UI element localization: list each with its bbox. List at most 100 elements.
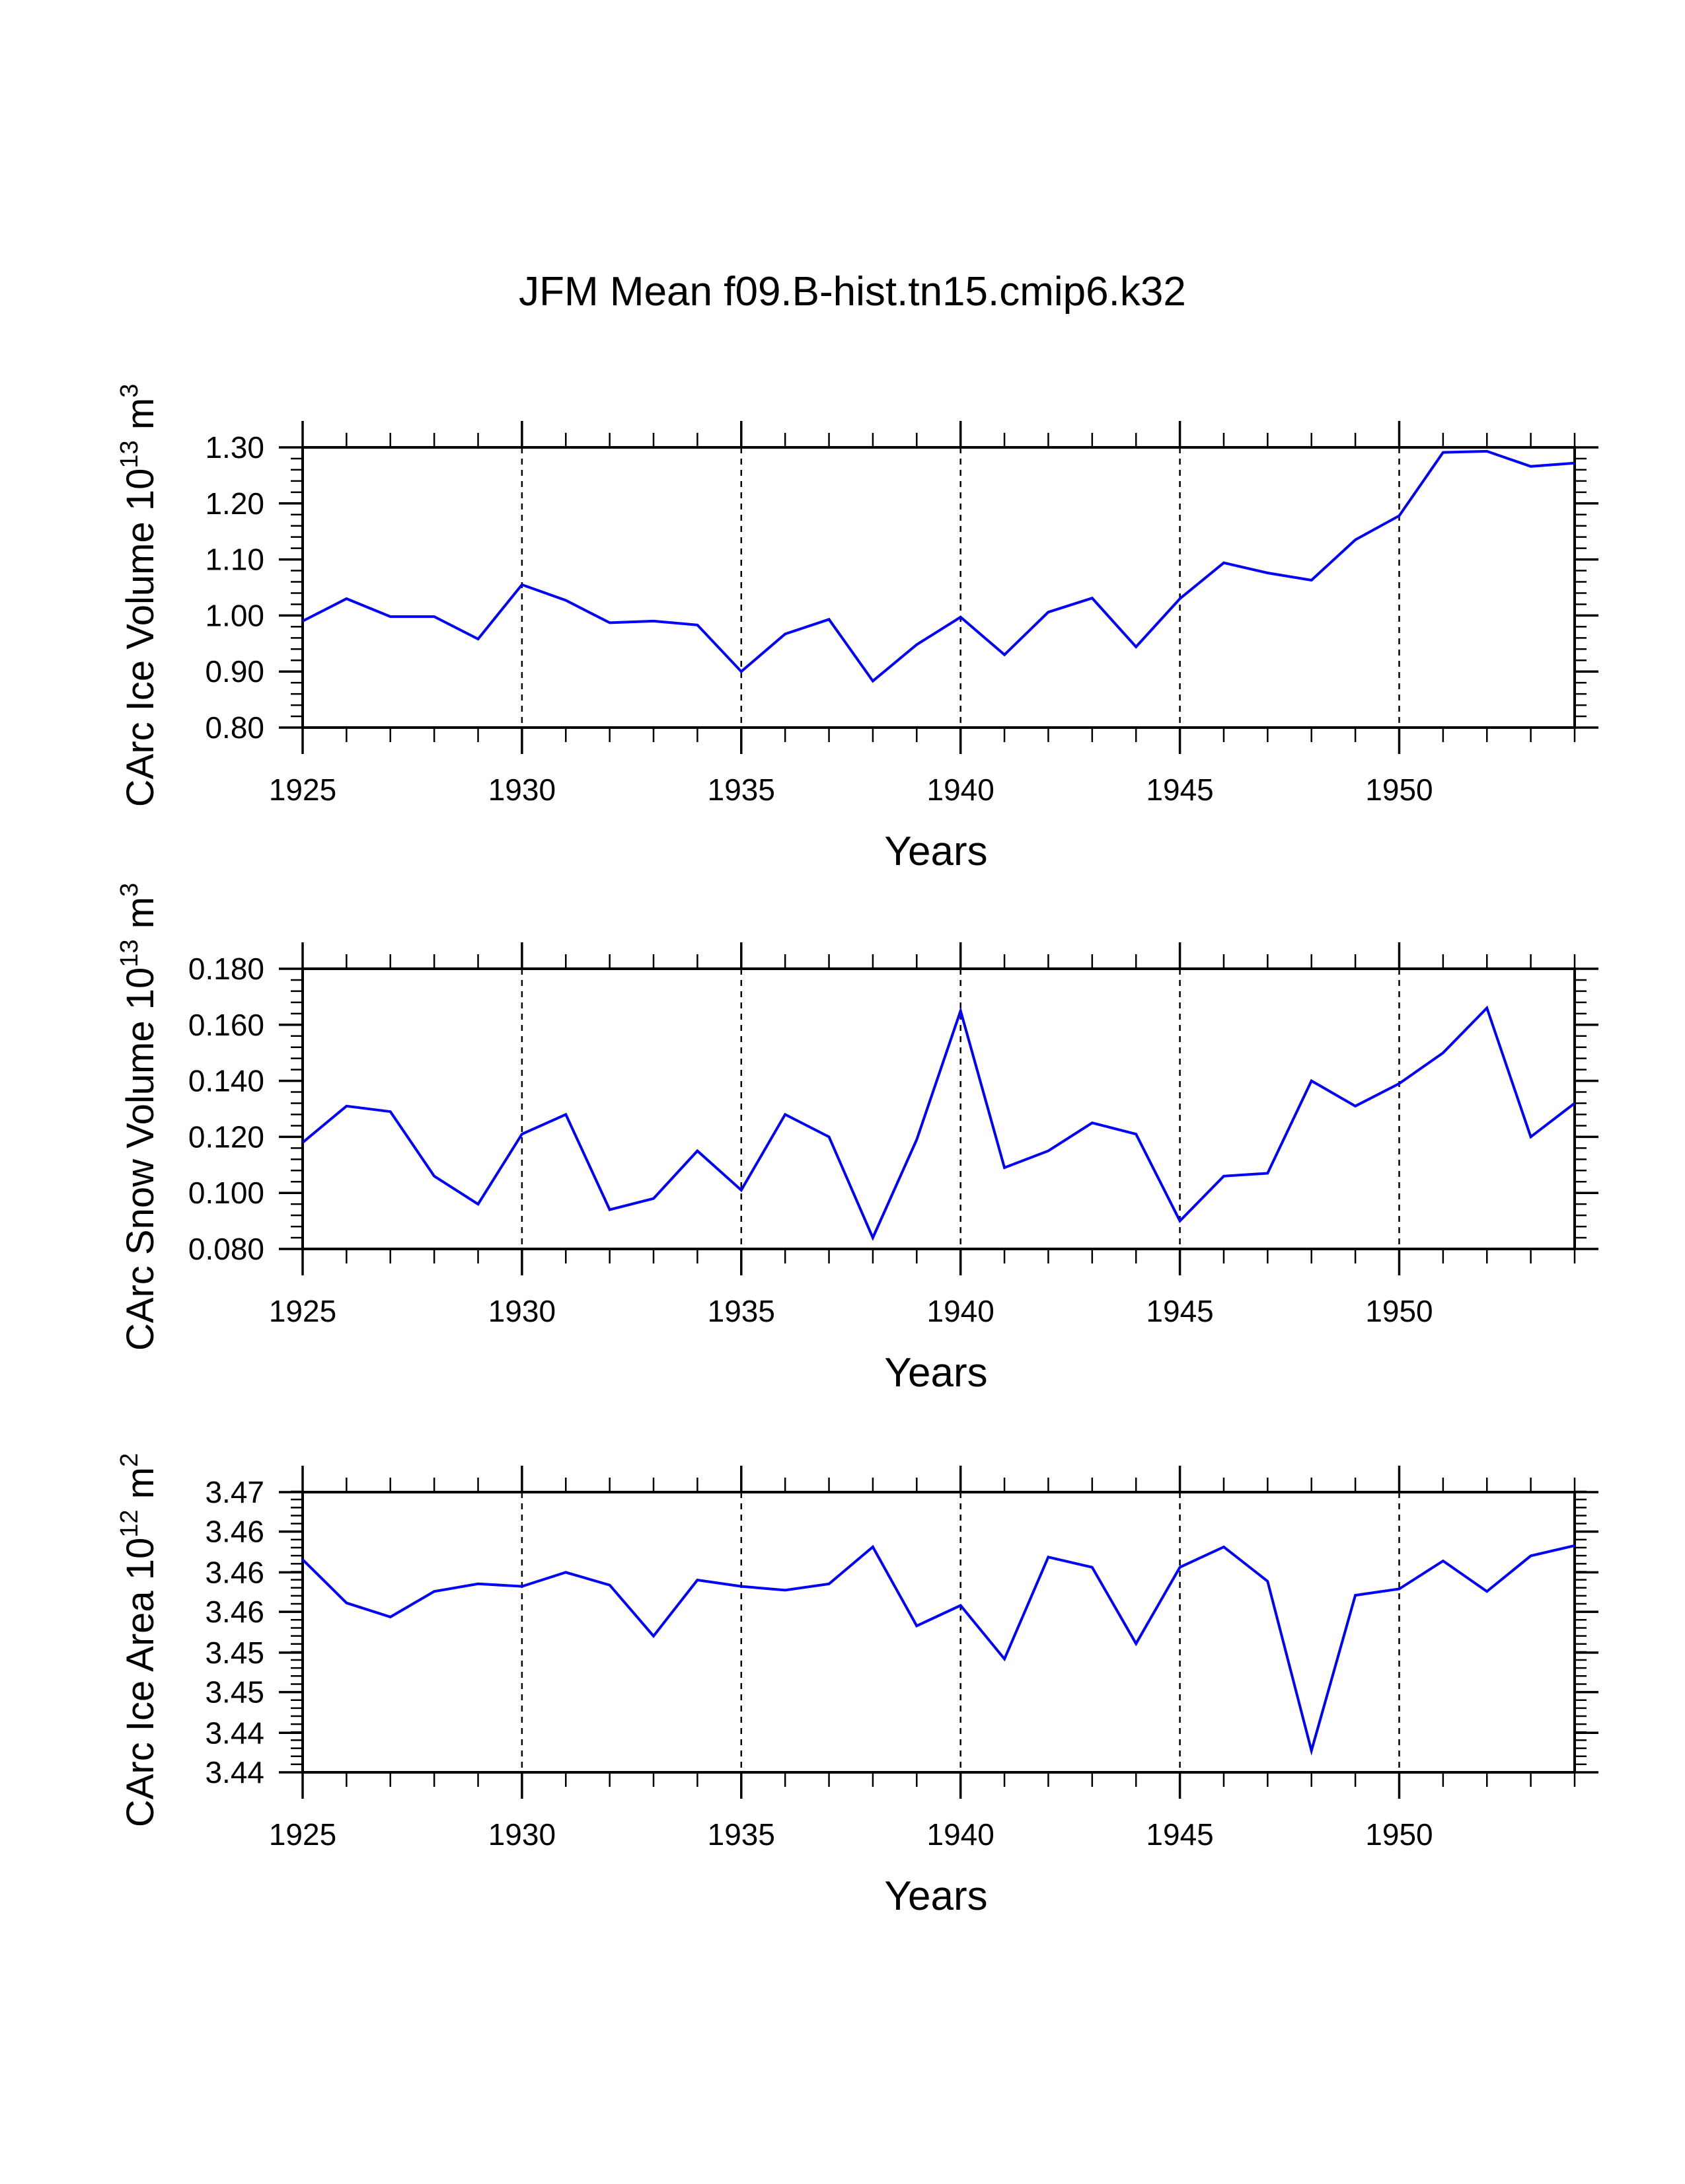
y-axis-title-unit-exponent: 3: [116, 883, 143, 897]
data-point-1952: [1485, 450, 1488, 453]
y-axis-title: CArc Ice Area 1012 m2: [116, 1453, 162, 1827]
data-point-1941: [1003, 1166, 1006, 1169]
data-point-1954: [1573, 462, 1576, 465]
data-point-1934: [696, 1579, 698, 1581]
data-point-1937: [828, 1583, 831, 1585]
data-point-1942: [1047, 1556, 1049, 1558]
y-axis-title-unit-exponent: 3: [116, 384, 143, 398]
x-tick-label: 1950: [1365, 1817, 1433, 1852]
y-tick-label: 3.44: [205, 1715, 264, 1750]
data-point-1931: [564, 599, 567, 602]
y-tick-label: 0.140: [188, 1064, 264, 1098]
data-point-1946: [1222, 562, 1225, 564]
data-point-1947: [1266, 1580, 1269, 1583]
data-point-1934: [696, 1150, 698, 1152]
data-point-1931: [564, 1113, 567, 1115]
y-tick-label: 1.30: [205, 430, 264, 465]
plot-frame: [301, 1491, 1576, 1774]
data-point-1929: [477, 638, 480, 640]
data-point-1940: [959, 1604, 962, 1607]
data-point-1944: [1135, 1133, 1137, 1135]
data-point-1930: [521, 584, 523, 586]
data-point-1940: [959, 1010, 962, 1012]
data-point-1935: [740, 1585, 743, 1588]
y-tick-label: 0.100: [188, 1176, 264, 1210]
data-point-1947: [1266, 1172, 1269, 1175]
x-tick-label: 1950: [1365, 772, 1433, 807]
data-point-1953: [1530, 1135, 1532, 1138]
data-point-1944: [1135, 646, 1137, 648]
data-point-1933: [652, 1635, 655, 1638]
data-point-1943: [1091, 597, 1094, 599]
data-point-1950: [1398, 514, 1400, 517]
chart-panel-3: 1925 1930 1935 1940 1945 1950 3.44 3.44 3.45 3.45…: [116, 1453, 1598, 1919]
data-point-1933: [652, 1197, 655, 1200]
chart-panel-1: 1925 1930 1935 1940 1945 1950 0.80 0.90 1.00 1.10…: [116, 384, 1598, 874]
x-tick-label: 1930: [488, 1817, 556, 1852]
y-tick-label: 3.44: [205, 1755, 264, 1789]
y-tick-label: 1.20: [205, 486, 264, 521]
data-point-1948: [1310, 1080, 1313, 1082]
x-tick-label: 1945: [1146, 1817, 1213, 1852]
data-point-1925: [301, 620, 304, 622]
data-point-1938: [872, 1236, 874, 1239]
data-point-1943: [1091, 1121, 1094, 1124]
y-tick-label: 0.80: [205, 710, 264, 745]
data-point-1928: [433, 1175, 435, 1178]
y-tick-label: 3.46: [205, 1595, 264, 1629]
data-point-1937: [828, 1135, 831, 1138]
data-point-1930: [521, 1585, 523, 1588]
y-tick-label: 1.10: [205, 543, 264, 577]
data-point-1942: [1047, 1150, 1049, 1152]
x-tick-label: 1930: [488, 1294, 556, 1328]
data-point-1938: [872, 1546, 874, 1548]
x-axis-title: Years: [884, 1873, 987, 1919]
y-axis-title-prefix: CArc Ice Area 10: [119, 1538, 162, 1827]
data-point-1934: [696, 624, 698, 626]
y-axis-title-unit: m: [119, 897, 162, 939]
data-point-1949: [1354, 1594, 1357, 1597]
series-line: [301, 1544, 1575, 1756]
data-point-1936: [784, 1589, 786, 1591]
data-point-1927: [389, 1110, 392, 1113]
data-point-1953: [1530, 1554, 1532, 1557]
figure-title: JFM Mean f09.B-hist.tn15.cmip6.k32: [519, 269, 1186, 315]
y-tick-label: 3.45: [205, 1636, 264, 1670]
y-axis-title: CArc Snow Volume 1013 m3: [116, 883, 162, 1351]
data-point-1929: [477, 1203, 480, 1205]
y-axis-title-prefix: CArc Snow Volume 10: [119, 967, 162, 1351]
x-tick-label: 1945: [1146, 1294, 1213, 1328]
data-point-1941: [1003, 1657, 1006, 1660]
data-point-1929: [477, 1583, 480, 1585]
data-point-1939: [915, 643, 918, 646]
y-axis-title-exponent: 13: [116, 940, 143, 967]
data-point-1933: [652, 620, 655, 622]
y-axis-title-unit-exponent: 2: [116, 1453, 143, 1467]
data-point-1950: [1398, 1587, 1400, 1590]
data-point-1936: [784, 632, 786, 635]
data-point-1932: [609, 1209, 611, 1211]
data-point-1947: [1266, 572, 1269, 574]
data-point-1939: [915, 1139, 918, 1141]
data-point-1948: [1310, 579, 1313, 582]
y-axis-title-exponent: 13: [116, 440, 143, 468]
y-axis-title-unit: m: [119, 398, 162, 440]
data-point-1951: [1442, 1051, 1444, 1054]
data-point-1951: [1442, 451, 1444, 454]
data-point-1936: [784, 1113, 786, 1115]
data-point-1951: [1442, 1560, 1444, 1562]
x-tick-label: 1945: [1146, 772, 1213, 807]
series-line: [301, 1005, 1576, 1241]
y-axis-title-prefix: CArc Ice Volume 10: [119, 469, 162, 808]
data-point-1946: [1222, 1175, 1225, 1178]
data-point-1937: [828, 618, 831, 621]
data-point-1931: [564, 1571, 567, 1573]
data-point-1953: [1530, 465, 1532, 468]
y-tick-label: 0.080: [188, 1232, 264, 1266]
data-point-1949: [1354, 1105, 1357, 1108]
y-tick-label: 3.46: [205, 1515, 264, 1549]
data-point-1925: [301, 1558, 304, 1561]
y-axis-title-unit: m: [119, 1467, 162, 1509]
data-point-1932: [609, 1584, 611, 1587]
y-tick-label: 3.46: [205, 1555, 264, 1589]
